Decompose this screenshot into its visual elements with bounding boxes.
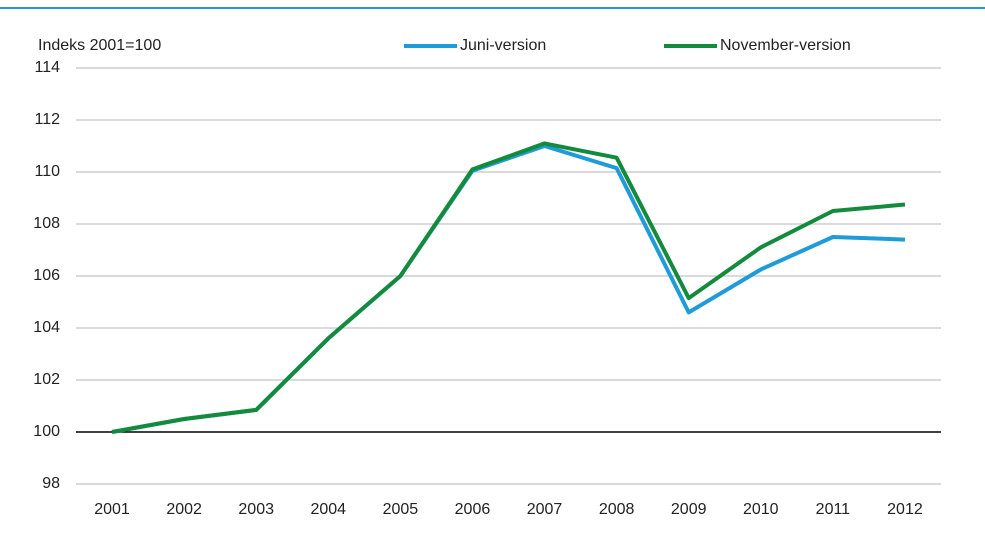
x-tick-label: 2007 [527,501,563,518]
top-rule [0,7,985,9]
line-series [111,141,906,434]
x-tick-label: 2012 [887,501,923,518]
y-tick-label: 106 [33,267,60,284]
legend-label: November-version [720,37,851,54]
y-tick-label: 114 [34,59,60,76]
y-tick-label: 112 [34,111,60,128]
x-tick-label: 2009 [671,501,707,518]
x-tick-label: 2003 [238,501,274,518]
x-tick-label: 2006 [455,501,491,518]
y-tick-label: 108 [33,215,60,232]
x-tick-label: 2004 [310,501,346,518]
x-tick-label: 2011 [816,501,851,518]
legend-label: Juni-version [460,37,546,54]
x-tick-label: 2001 [94,501,130,518]
y-tick-label: 98 [42,475,60,492]
y-axis-label: Indeks 2001=100 [38,37,161,54]
y-tick-label: 102 [33,371,60,388]
x-tick-label: 2002 [166,501,202,518]
x-tick-label: 2010 [743,501,779,518]
x-tick-label: 2005 [383,501,419,518]
line-series [111,144,906,434]
x-tick-label: 2008 [599,501,635,518]
y-tick-label: 100 [33,423,60,440]
y-tick-label: 104 [33,319,60,336]
y-tick-label: 110 [34,163,60,180]
